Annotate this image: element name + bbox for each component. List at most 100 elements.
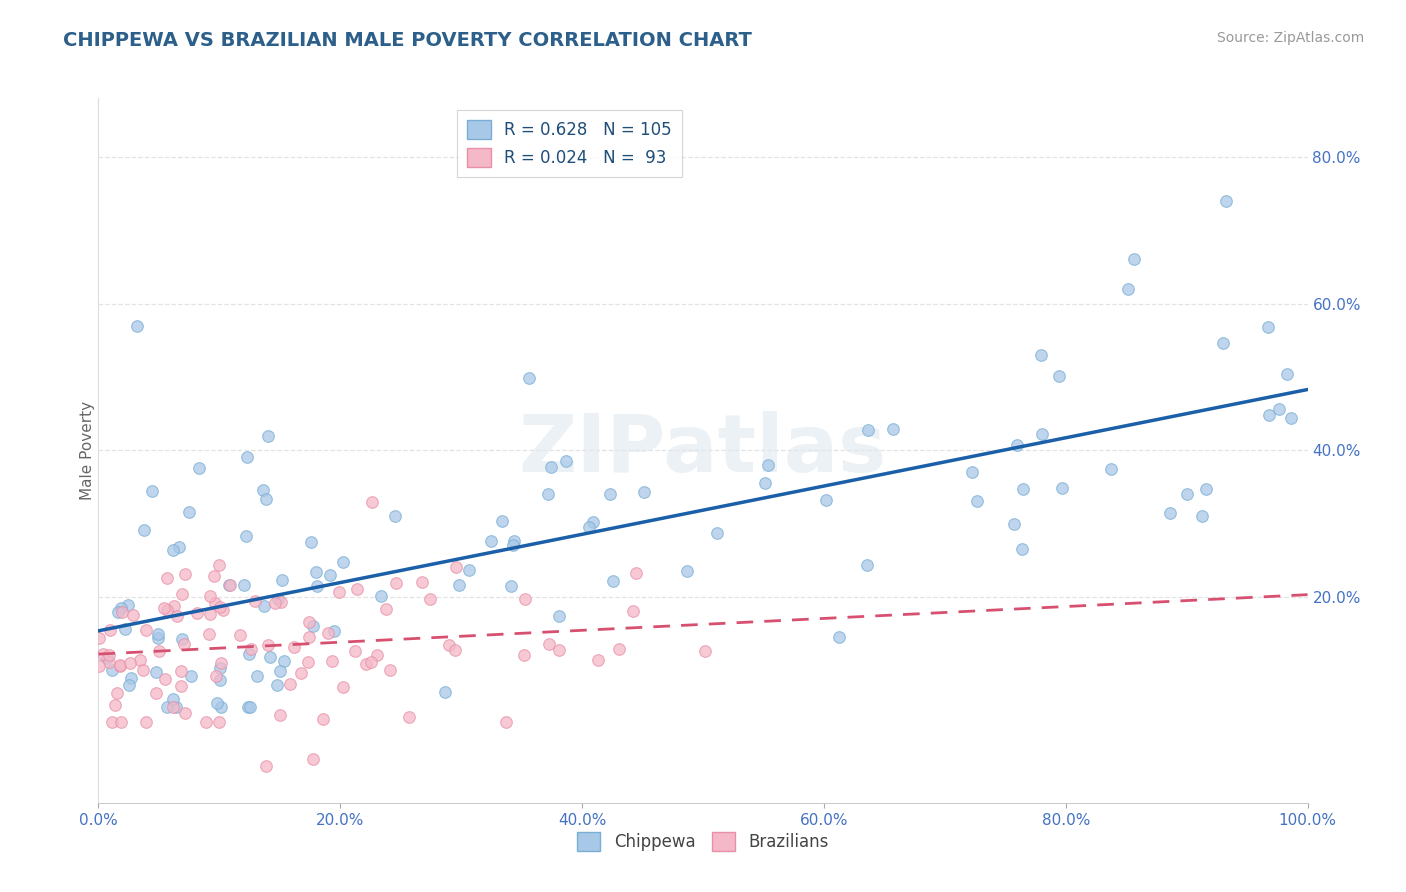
Point <box>828 630 851 644</box>
Point <box>187 461 209 475</box>
Point <box>132 663 155 677</box>
Point <box>162 542 184 557</box>
Point <box>240 642 263 657</box>
Point <box>1191 509 1213 524</box>
Text: Source: ZipAtlas.com: Source: ZipAtlas.com <box>1216 31 1364 45</box>
Point <box>156 602 179 616</box>
Point <box>344 643 367 657</box>
Point <box>322 624 344 638</box>
Text: ZIPatlas: ZIPatlas <box>519 411 887 490</box>
Point <box>117 598 139 612</box>
Point <box>156 571 179 585</box>
Point <box>298 630 321 644</box>
Point <box>252 483 274 497</box>
Point <box>146 627 169 641</box>
Point <box>515 591 537 606</box>
Point <box>855 558 877 573</box>
Point <box>301 752 323 766</box>
Point <box>96 650 118 665</box>
Point <box>270 595 292 609</box>
Point <box>446 560 468 574</box>
Point <box>177 505 200 519</box>
Point <box>111 605 134 619</box>
Point <box>101 714 124 729</box>
Point <box>162 691 184 706</box>
Point <box>354 657 377 671</box>
Point <box>370 589 392 603</box>
Point <box>1279 411 1302 425</box>
Point <box>966 494 988 508</box>
Point <box>444 643 467 657</box>
Point <box>366 648 388 662</box>
Point <box>385 575 408 590</box>
Point <box>1011 541 1033 556</box>
Point <box>156 700 179 714</box>
Point <box>104 698 127 712</box>
Point <box>134 523 156 537</box>
Point <box>209 657 232 671</box>
Point <box>264 596 287 610</box>
Point <box>163 599 186 613</box>
Point <box>676 564 699 578</box>
Point <box>170 679 193 693</box>
Point <box>198 627 221 641</box>
Point <box>120 671 142 685</box>
Point <box>269 664 291 678</box>
Point <box>129 653 152 667</box>
Point <box>229 628 252 642</box>
Point <box>599 487 621 501</box>
Point <box>259 650 281 665</box>
Point <box>200 589 222 603</box>
Point <box>202 569 225 583</box>
Point <box>236 700 259 714</box>
Point <box>502 534 524 549</box>
Point <box>235 450 257 464</box>
Point <box>321 654 343 668</box>
Point <box>960 465 983 479</box>
Point <box>316 626 339 640</box>
Point <box>166 608 188 623</box>
Point <box>458 563 481 577</box>
Point <box>332 681 354 695</box>
Point <box>208 558 231 572</box>
Point <box>145 665 167 679</box>
Point <box>578 519 600 533</box>
Point <box>204 596 226 610</box>
Point <box>602 574 624 588</box>
Point <box>165 700 187 714</box>
Point <box>495 714 517 729</box>
Point <box>756 458 779 472</box>
Point <box>153 672 176 686</box>
Point <box>208 714 231 729</box>
Point <box>87 659 110 673</box>
Point <box>1123 252 1146 267</box>
Point <box>555 453 578 467</box>
Point <box>162 700 184 714</box>
Point <box>1175 486 1198 500</box>
Point <box>148 644 170 658</box>
Point <box>517 370 540 384</box>
Point <box>1099 462 1122 476</box>
Point <box>1267 401 1289 416</box>
Point <box>302 619 325 633</box>
Point <box>374 601 396 615</box>
Point <box>246 669 269 683</box>
Point <box>502 538 524 552</box>
Point <box>1002 516 1025 531</box>
Point <box>411 574 433 589</box>
Point <box>1195 482 1218 496</box>
Point <box>882 421 904 435</box>
Point <box>97 648 120 663</box>
Point <box>695 644 717 658</box>
Point <box>232 578 254 592</box>
Point <box>180 669 202 683</box>
Point <box>273 654 295 668</box>
Point <box>269 708 291 723</box>
Point <box>1212 335 1234 350</box>
Point <box>173 637 195 651</box>
Point <box>499 579 522 593</box>
Point <box>172 587 194 601</box>
Point <box>148 631 170 645</box>
Point <box>434 684 457 698</box>
Point <box>1215 194 1237 209</box>
